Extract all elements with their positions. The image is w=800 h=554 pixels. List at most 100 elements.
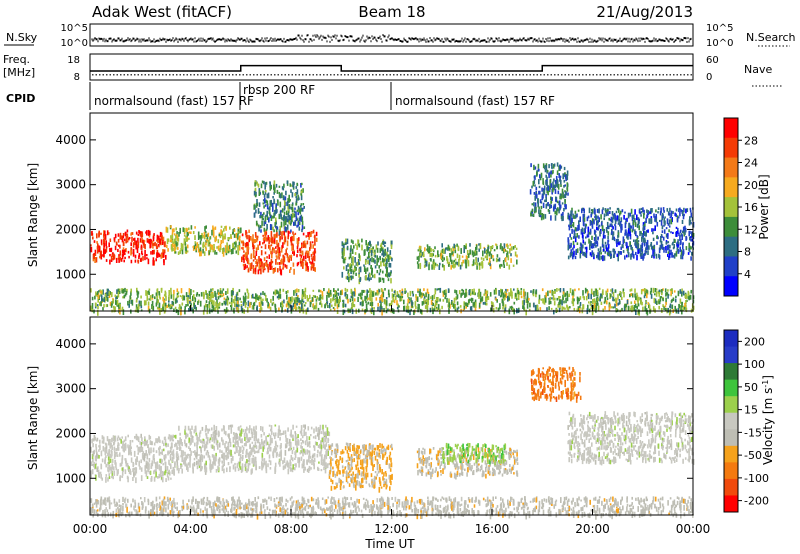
power-cell bbox=[452, 247, 455, 252]
power-cell bbox=[271, 249, 274, 252]
power-cell bbox=[660, 236, 662, 242]
power-cell bbox=[113, 254, 116, 260]
power-cell bbox=[639, 230, 641, 237]
power-cell bbox=[107, 293, 110, 297]
power-cell bbox=[387, 289, 390, 295]
power-cell bbox=[609, 218, 612, 221]
power-cell bbox=[105, 259, 108, 262]
power-cell bbox=[92, 236, 94, 240]
power-cell bbox=[317, 307, 320, 312]
power-cell bbox=[578, 288, 580, 291]
power-cell bbox=[179, 227, 181, 234]
power-cell bbox=[381, 309, 383, 316]
power-cell bbox=[221, 303, 224, 306]
power-cell bbox=[456, 261, 459, 266]
power-cell bbox=[529, 302, 531, 308]
power-cell bbox=[526, 297, 528, 303]
power-cell bbox=[327, 304, 329, 308]
power-cell bbox=[295, 198, 298, 202]
power-cell bbox=[267, 266, 270, 273]
power-cell bbox=[155, 292, 158, 296]
power-cell bbox=[576, 296, 579, 301]
power-cell bbox=[506, 289, 509, 292]
power-cell bbox=[204, 246, 207, 249]
power-cell bbox=[323, 288, 325, 292]
power-cell bbox=[648, 245, 650, 250]
velocity-cell bbox=[135, 436, 138, 441]
power-cell bbox=[292, 262, 295, 267]
power-cell bbox=[419, 288, 421, 294]
power-cell bbox=[288, 197, 290, 203]
power-cell bbox=[107, 288, 109, 294]
power-cell bbox=[573, 307, 576, 312]
power-cell bbox=[213, 300, 215, 307]
power-cell bbox=[155, 258, 157, 262]
power-cell bbox=[553, 178, 555, 182]
power-cell bbox=[186, 232, 189, 237]
power-cell bbox=[443, 248, 445, 254]
power-cell bbox=[612, 296, 614, 302]
power-cell bbox=[265, 294, 267, 298]
power-cell bbox=[314, 239, 316, 246]
power-cell bbox=[542, 213, 545, 220]
power-y-tick-label: 3000 bbox=[55, 178, 86, 192]
power-cell bbox=[501, 298, 504, 304]
velocity-cell bbox=[101, 477, 103, 481]
power-cell bbox=[181, 248, 184, 255]
power-cell bbox=[633, 305, 636, 311]
power-cell bbox=[533, 202, 535, 207]
power-cell bbox=[513, 301, 516, 305]
power-cell bbox=[232, 290, 234, 296]
power-cell bbox=[669, 207, 671, 212]
power-cell bbox=[437, 250, 439, 255]
power-cell bbox=[626, 254, 628, 258]
power-cell bbox=[193, 245, 196, 250]
velocity-cell bbox=[175, 452, 178, 458]
power-cell bbox=[548, 300, 550, 305]
power-cell bbox=[271, 236, 273, 240]
velocity-cell bbox=[134, 436, 136, 439]
power-cell bbox=[354, 289, 356, 295]
power-cell bbox=[689, 250, 691, 253]
power-cell bbox=[539, 176, 542, 181]
power-cell bbox=[357, 296, 359, 302]
power-cell bbox=[500, 288, 502, 293]
power-cell bbox=[552, 164, 555, 169]
power-cell bbox=[347, 308, 349, 312]
power-cell bbox=[579, 305, 581, 310]
power-cell bbox=[176, 242, 178, 247]
power-cell bbox=[682, 249, 685, 254]
power-cell bbox=[617, 232, 620, 238]
power-cell bbox=[681, 234, 683, 240]
power-cell bbox=[567, 306, 570, 312]
power-cell bbox=[604, 306, 606, 310]
power-cell bbox=[462, 308, 465, 311]
power-cell bbox=[268, 244, 270, 249]
power-cell bbox=[626, 217, 628, 222]
power-cell bbox=[135, 244, 137, 250]
power-cell bbox=[91, 307, 94, 313]
power-cell bbox=[298, 237, 300, 241]
power-cell bbox=[144, 250, 146, 256]
power-cell bbox=[594, 241, 596, 246]
power-cell bbox=[276, 296, 279, 299]
power-cell bbox=[368, 252, 370, 258]
power-cell bbox=[334, 299, 337, 305]
power-cell bbox=[590, 293, 592, 300]
power-cell bbox=[661, 289, 663, 294]
power-cell bbox=[341, 251, 344, 256]
power-cell bbox=[547, 202, 549, 207]
velocity-cell bbox=[147, 444, 149, 449]
power-cell bbox=[378, 265, 380, 269]
power-cell bbox=[417, 288, 419, 292]
power-cell bbox=[631, 229, 634, 233]
power-cell bbox=[235, 298, 238, 301]
power-cell bbox=[542, 190, 545, 196]
power-cell bbox=[388, 308, 391, 312]
power-cell bbox=[674, 305, 676, 311]
power-cell bbox=[582, 221, 585, 226]
power-cell bbox=[604, 235, 606, 239]
power-cell bbox=[263, 257, 266, 261]
power-cell bbox=[614, 225, 617, 231]
power-cell bbox=[260, 250, 263, 256]
